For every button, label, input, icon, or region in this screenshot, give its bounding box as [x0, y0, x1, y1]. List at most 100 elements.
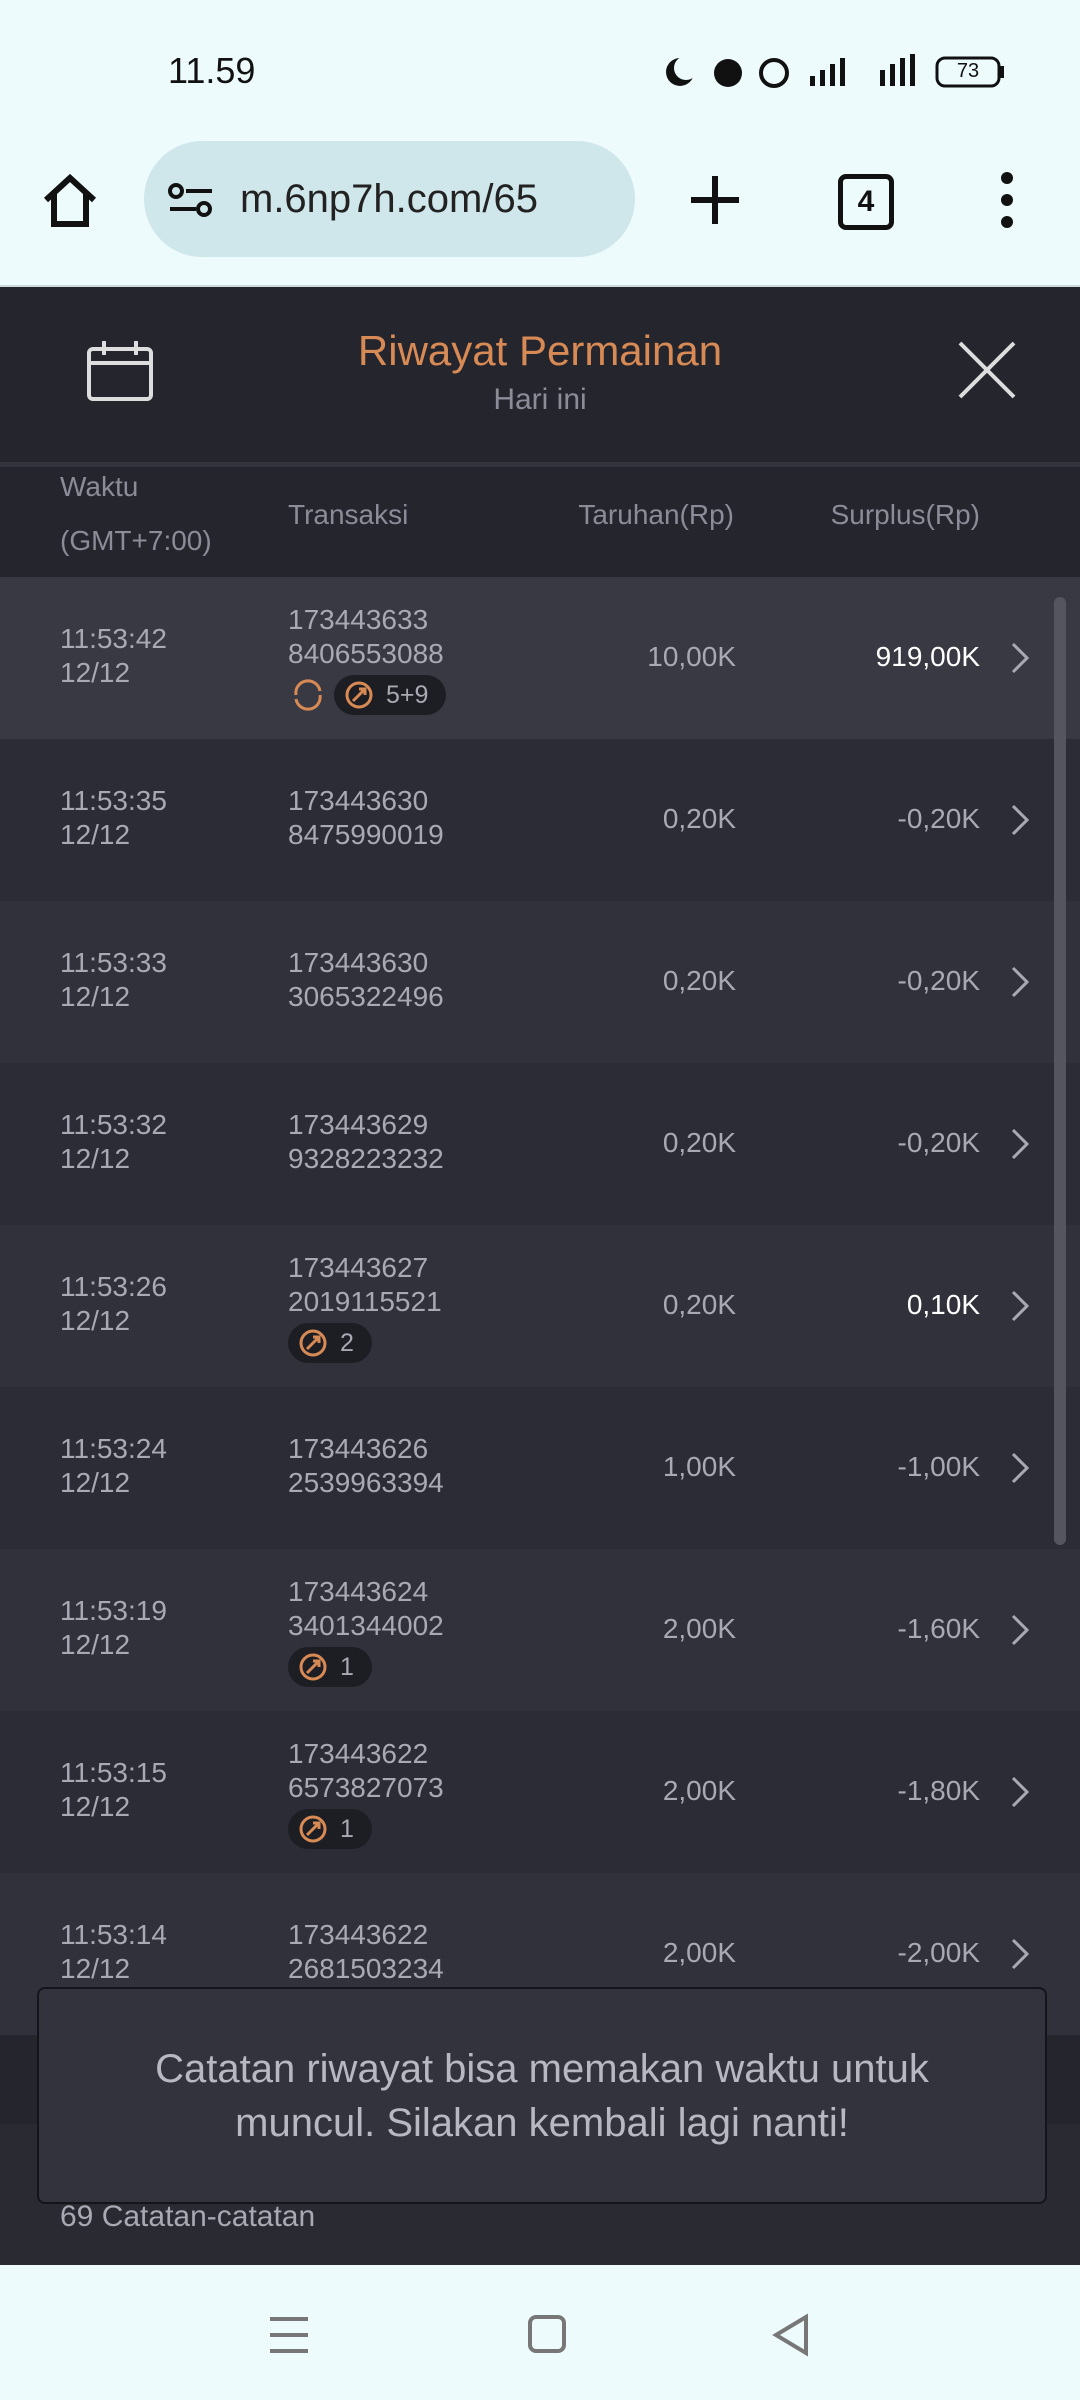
bet-amount: 0,20K — [662, 803, 736, 834]
nav-buttons[interactable] — [268, 2313, 816, 2357]
row-date: 12/12 — [60, 1305, 131, 1336]
chevron[interactable] — [1010, 1613, 1030, 1647]
row-date: 12/12 — [60, 1629, 131, 1660]
calendar-button[interactable] — [86, 339, 154, 403]
row-time: 11:53:24 — [60, 1433, 167, 1464]
transaction-id: 173443627 — [288, 1252, 429, 1283]
dialog-title: Riwayat Permainan — [357, 327, 723, 374]
feature-badge: 1 — [288, 1809, 372, 1849]
row-time: 11:53:42 — [60, 623, 167, 654]
history-row[interactable]: 11:53:26 12/12 173443627 2019115521 2 0,20K 0,… — [0, 1225, 1080, 1387]
dialog-subtitle: Hari ini — [493, 383, 587, 416]
column-header: Waktu (GMT+7:00) Transaksi Taruhan(Rp) S… — [0, 467, 1080, 577]
home-button[interactable] — [40, 170, 100, 230]
transaction-id: 3065322496 — [288, 981, 444, 1012]
battery-level: 73 — [956, 60, 980, 82]
chevron[interactable] — [1010, 1289, 1030, 1323]
chevron[interactable] — [1010, 1937, 1030, 1971]
surplus-amount: -0,20K — [897, 803, 981, 834]
bet-amount: 0,20K — [662, 965, 736, 996]
history-row[interactable]: 11:53:33 12/12 173443630 3065322496 0,20K -0,… — [0, 901, 1080, 1063]
transaction-id: 8475990019 — [288, 819, 444, 850]
transaction-id: 173443624 — [288, 1576, 429, 1607]
bet-amount: 10,00K — [647, 641, 736, 672]
transaction-id: 173443622 — [288, 1919, 429, 1950]
column-label: Waktu — [60, 471, 139, 502]
bet-amount: 1,00K — [662, 1451, 736, 1482]
row-date: 12/12 — [60, 1791, 131, 1822]
column-label: Taruhan(Rp) — [578, 499, 734, 530]
new-tab-button[interactable] — [685, 170, 745, 230]
history-row[interactable]: 11:53:19 12/12 173443624 3401344002 1 2,00K -1… — [0, 1549, 1080, 1711]
toast: Catatan riwayat bisa memakan waktu untuk… — [37, 1987, 1047, 2204]
transaction-id: 2019115521 — [288, 1286, 442, 1317]
transaction-id: 8406553088 — [288, 638, 444, 669]
transaction-id: 173443626 — [288, 1433, 429, 1464]
chevron[interactable] — [1010, 1451, 1030, 1485]
row-date: 12/12 — [60, 1953, 131, 1984]
url-field[interactable]: m.6np7h.com/65 — [144, 141, 635, 257]
row-date: 12/12 — [60, 1467, 131, 1498]
record-count: 69 Catatan-catatan — [60, 2200, 316, 2233]
transaction-id: 173443629 — [288, 1109, 429, 1140]
row-time: 11:53:32 — [60, 1109, 167, 1140]
status-icons — [666, 54, 1004, 88]
surplus-amount: 0,10K — [906, 1289, 980, 1320]
row-time: 11:53:33 — [60, 947, 167, 978]
bet-amount: 2,00K — [662, 1775, 736, 1806]
chevron[interactable] — [1010, 641, 1030, 675]
menu-button[interactable] — [990, 168, 1024, 232]
row-time: 11:53:26 — [60, 1271, 167, 1302]
history-row[interactable]: 11:53:15 12/12 173443622 6573827073 1 2,00K -1… — [0, 1711, 1080, 1873]
chevron[interactable] — [1010, 803, 1030, 837]
column-label: (GMT+7:00) — [60, 525, 212, 556]
history-row[interactable]: 11:53:32 12/12 173443629 9328223232 0,20K -0,… — [0, 1063, 1080, 1225]
site-settings-icon — [168, 183, 212, 217]
surplus-amount: -1,80K — [897, 1775, 981, 1806]
scrollbar — [1054, 597, 1066, 1545]
feature-badge: 1 — [288, 1647, 372, 1687]
transaction-id: 173443622 — [288, 1738, 429, 1769]
chevron[interactable] — [1010, 1775, 1030, 1809]
bet-amount: 0,20K — [662, 1127, 736, 1158]
row-time: 11:53:15 — [60, 1757, 167, 1788]
row-date: 12/12 — [60, 981, 131, 1012]
surplus-amount: -0,20K — [897, 965, 981, 996]
transaction-id: 2681503234 — [288, 1953, 444, 1984]
chevron[interactable] — [1010, 1127, 1030, 1161]
tab-count[interactable]: 4 — [838, 174, 894, 230]
history-row[interactable]: 11:53:35 12/12 173443630 8475990019 0,20K -0,… — [0, 739, 1080, 901]
chevron[interactable] — [1010, 965, 1030, 999]
surplus-amount: -2,00K — [897, 1937, 981, 1968]
row-date: 12/12 — [60, 1143, 131, 1174]
surplus-amount: 919,00K — [875, 641, 980, 672]
badge-text: 5+9 — [386, 681, 429, 709]
column-label: Transaksi — [288, 499, 409, 530]
transaction-id: 173443630 — [288, 947, 429, 978]
bet-amount: 2,00K — [662, 1613, 736, 1644]
row-time: 11:53:19 — [60, 1595, 167, 1626]
row-date: 12/12 — [60, 657, 131, 688]
history-row[interactable]: 11:53:24 12/12 173443626 2539963394 1,00K -1,… — [0, 1387, 1080, 1549]
badge-text: 1 — [340, 1653, 354, 1681]
history-row[interactable]: 11:53:42 12/12 173443633 8406553088 5+9 10,00… — [0, 577, 1080, 739]
transaction-id: 6573827073 — [288, 1772, 444, 1803]
transaction-id: 173443630 — [288, 785, 429, 816]
close-button[interactable] — [956, 339, 1018, 401]
browser-bar: m.6np7h.com/65 4 — [0, 138, 1080, 287]
feature-badge: 2 — [288, 1323, 372, 1363]
replay-icon — [288, 675, 328, 715]
transaction-id: 2539963394 — [288, 1467, 444, 1498]
clock: 11.59 — [168, 50, 256, 91]
toast-message: Catatan riwayat bisa memakan waktu untuk… — [155, 2046, 929, 2145]
transaction-id: 9328223232 — [288, 1143, 444, 1174]
feature-badge: 5+9 — [334, 675, 447, 715]
badge-text: 2 — [340, 1329, 354, 1357]
surplus-amount: -0,20K — [897, 1127, 981, 1158]
navigation-bar — [0, 2265, 1080, 2400]
transaction-id: 173443633 — [288, 604, 429, 635]
bet-amount: 0,20K — [662, 1289, 736, 1320]
row-time: 11:53:35 — [60, 785, 167, 816]
column-label: Surplus(Rp) — [830, 499, 980, 530]
